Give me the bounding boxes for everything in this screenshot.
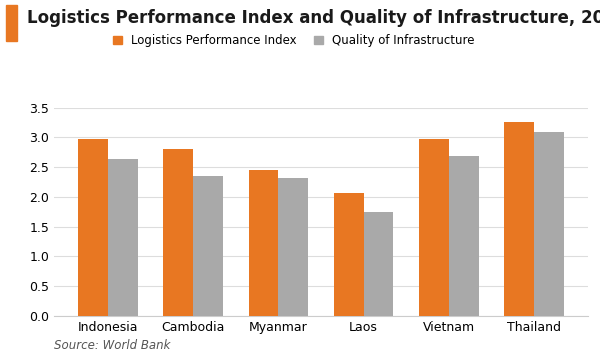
Bar: [248, 169, 278, 316]
Text: Source: World Bank: Source: World Bank: [54, 339, 170, 352]
Bar: [419, 139, 449, 316]
Bar: [334, 194, 364, 316]
Legend: Logistics Performance Index, Quality of Infrastructure: Logistics Performance Index, Quality of …: [113, 34, 475, 47]
Bar: [364, 212, 394, 316]
Bar: [534, 132, 564, 316]
Text: Logistics Performance Index and Quality of Infrastructure, 2016: Logistics Performance Index and Quality …: [27, 9, 600, 27]
Bar: [193, 176, 223, 316]
Bar: [449, 157, 479, 316]
Bar: [278, 178, 308, 316]
Bar: [504, 122, 534, 316]
Bar: [108, 159, 138, 316]
Bar: [78, 139, 108, 316]
Bar: [163, 149, 193, 316]
